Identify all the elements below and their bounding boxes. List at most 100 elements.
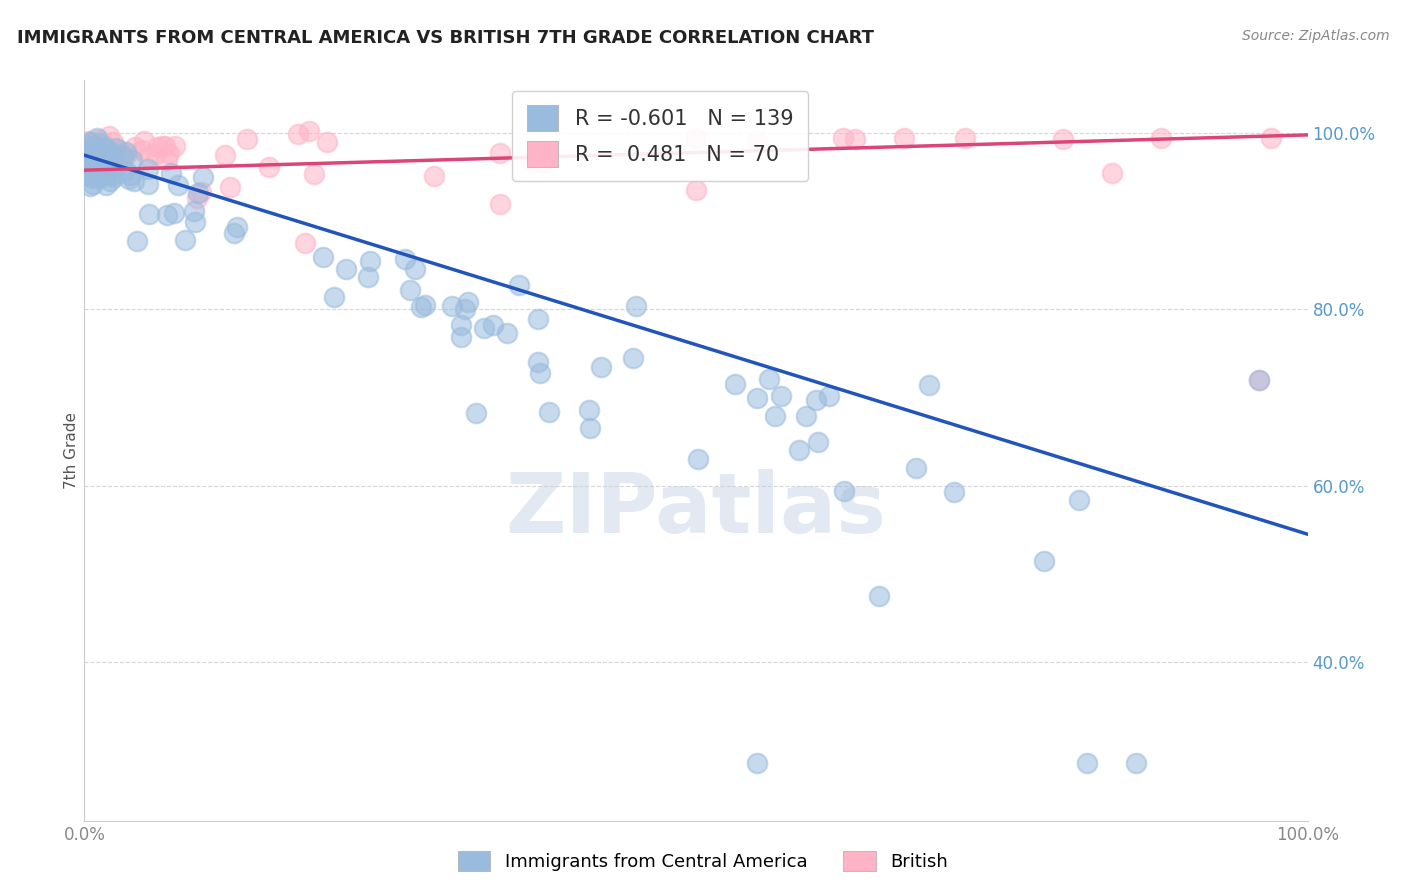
Point bbox=[183, 215, 205, 229]
Point bbox=[423, 169, 446, 184]
Point bbox=[87, 136, 110, 151]
Text: IMMIGRANTS FROM CENTRAL AMERICA VS BRITISH 7TH GRADE CORRELATION CHART: IMMIGRANTS FROM CENTRAL AMERICA VS BRITI… bbox=[17, 29, 875, 46]
Point bbox=[101, 148, 124, 162]
Point bbox=[79, 161, 101, 175]
Point bbox=[76, 156, 98, 170]
Point bbox=[98, 153, 121, 168]
Point bbox=[1067, 493, 1090, 508]
Point bbox=[394, 252, 416, 267]
Point bbox=[91, 146, 114, 161]
Point bbox=[153, 138, 176, 153]
Point bbox=[187, 186, 209, 201]
Point bbox=[75, 169, 97, 183]
Point bbox=[287, 127, 309, 141]
Point bbox=[98, 157, 121, 171]
Point bbox=[173, 233, 195, 247]
Text: Source: ZipAtlas.com: Source: ZipAtlas.com bbox=[1241, 29, 1389, 43]
Point bbox=[101, 159, 124, 173]
Point bbox=[105, 159, 128, 173]
Point bbox=[91, 160, 114, 174]
Point bbox=[322, 290, 344, 304]
Point bbox=[77, 135, 100, 149]
Point bbox=[86, 153, 108, 167]
Point bbox=[94, 149, 117, 163]
Point bbox=[1125, 756, 1147, 771]
Point bbox=[304, 167, 326, 181]
Point bbox=[191, 169, 214, 184]
Point bbox=[519, 153, 541, 167]
Point bbox=[80, 169, 103, 183]
Point bbox=[84, 152, 107, 166]
Point bbox=[82, 159, 104, 173]
Point bbox=[145, 146, 167, 161]
Point bbox=[80, 161, 103, 175]
Point bbox=[953, 130, 976, 145]
Point bbox=[747, 135, 769, 149]
Point bbox=[82, 152, 104, 166]
Point bbox=[80, 150, 103, 164]
Point bbox=[76, 155, 98, 169]
Point bbox=[404, 261, 426, 276]
Text: ZIPatlas: ZIPatlas bbox=[506, 469, 886, 550]
Point bbox=[111, 149, 134, 163]
Point bbox=[905, 461, 928, 475]
Point bbox=[93, 140, 115, 154]
Point bbox=[107, 143, 129, 157]
Point bbox=[450, 318, 472, 333]
Point bbox=[90, 160, 112, 174]
Point bbox=[297, 124, 319, 138]
Point bbox=[75, 156, 97, 170]
Point bbox=[82, 146, 104, 161]
Point bbox=[94, 151, 117, 165]
Point bbox=[312, 250, 335, 264]
Point bbox=[454, 301, 477, 316]
Point bbox=[121, 153, 143, 168]
Point bbox=[294, 236, 316, 251]
Point bbox=[82, 177, 104, 191]
Point bbox=[166, 178, 188, 193]
Point bbox=[508, 278, 530, 293]
Point bbox=[942, 484, 965, 499]
Point bbox=[75, 144, 97, 158]
Point bbox=[770, 389, 793, 403]
Point bbox=[758, 372, 780, 386]
Point bbox=[93, 141, 115, 155]
Point bbox=[87, 144, 110, 158]
Point bbox=[409, 300, 432, 314]
Point bbox=[183, 203, 205, 218]
Point bbox=[82, 135, 104, 149]
Point bbox=[472, 321, 495, 335]
Point bbox=[77, 155, 100, 169]
Point bbox=[101, 158, 124, 172]
Point bbox=[529, 366, 551, 380]
Point bbox=[77, 135, 100, 149]
Point bbox=[100, 154, 122, 169]
Point bbox=[235, 132, 257, 146]
Point bbox=[76, 144, 98, 158]
Point bbox=[120, 168, 142, 182]
Point bbox=[86, 130, 108, 145]
Y-axis label: 7th Grade: 7th Grade bbox=[63, 412, 79, 489]
Point bbox=[818, 389, 841, 403]
Point bbox=[89, 160, 111, 174]
Point bbox=[747, 756, 769, 771]
Point bbox=[589, 360, 612, 375]
Point bbox=[530, 156, 553, 170]
Point bbox=[357, 269, 380, 284]
Point bbox=[75, 152, 97, 166]
Point bbox=[186, 190, 208, 204]
Point bbox=[807, 434, 830, 449]
Point bbox=[89, 144, 111, 158]
Point bbox=[578, 421, 600, 435]
Point bbox=[190, 185, 212, 199]
Point bbox=[359, 254, 381, 268]
Point bbox=[82, 171, 104, 186]
Point bbox=[1033, 554, 1056, 568]
Point bbox=[84, 164, 107, 178]
Point bbox=[160, 166, 183, 180]
Point bbox=[869, 589, 891, 603]
Point bbox=[844, 132, 866, 146]
Point bbox=[86, 161, 108, 175]
Point bbox=[224, 227, 246, 241]
Point bbox=[87, 146, 110, 161]
